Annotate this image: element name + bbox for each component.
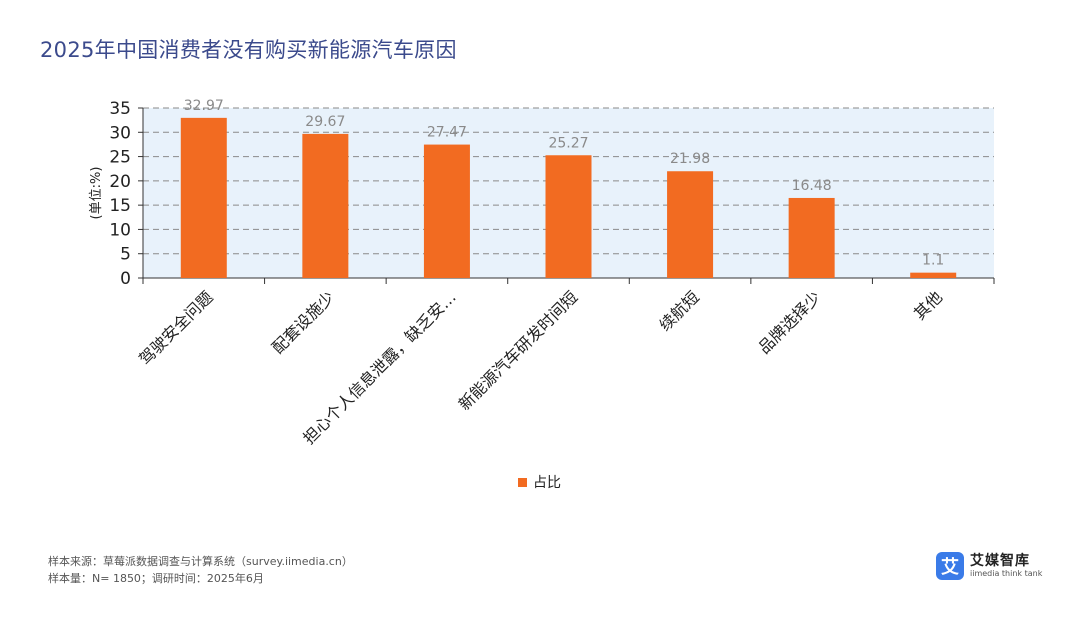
- legend-label: 占比: [533, 475, 561, 491]
- y-tick-label: 0: [120, 269, 131, 289]
- bar: [545, 155, 592, 278]
- category-label: 其他: [910, 287, 946, 323]
- y-tick-label: 30: [109, 123, 131, 143]
- y-tick-label: 15: [109, 196, 131, 216]
- brand-logo-icon: 艾: [936, 552, 964, 580]
- footer-sample: 样本量：N= 1850；调研时间：2025年6月: [48, 572, 264, 585]
- data-label: 29.67: [305, 114, 345, 130]
- footer: 样本来源：草莓派数据调查与计算系统（survey.iimedia.cn） 样本量…: [48, 553, 353, 587]
- bar: [910, 272, 957, 278]
- y-tick-label: 5: [120, 245, 131, 265]
- bar: [302, 133, 349, 278]
- category-label: 配套设施少: [268, 287, 338, 357]
- brand-subtitle: iimedia think tank: [970, 569, 1043, 578]
- brand-logo: 艾 艾媒智库 iimedia think tank: [936, 552, 1042, 580]
- footer-source: 样本来源：草莓派数据调查与计算系统（survey.iimedia.cn）: [48, 555, 353, 568]
- category-label: 品牌选择少: [754, 287, 824, 357]
- data-label: 32.97: [184, 98, 224, 114]
- data-label: 16.48: [792, 178, 832, 194]
- y-tick-label: 20: [109, 172, 131, 192]
- brand-name: 艾媒智库: [970, 553, 1030, 569]
- chart-title: 2025年中国消费者没有购买新能源汽车原因: [40, 38, 457, 62]
- y-tick-label: 35: [109, 99, 131, 119]
- category-label: 新能源汽车研发时间短: [455, 287, 582, 414]
- y-axis-label: (单位:%): [89, 167, 104, 220]
- y-tick-label: 10: [109, 220, 131, 240]
- bar: [788, 197, 835, 278]
- bar: [667, 171, 714, 278]
- bar: [423, 144, 470, 278]
- data-label: 21.98: [670, 151, 710, 167]
- bar: [180, 117, 227, 278]
- data-label: 25.27: [548, 135, 588, 151]
- category-label: 驾驶安全问题: [135, 287, 216, 368]
- legend-swatch: [518, 478, 527, 487]
- data-label: 27.47: [427, 125, 467, 141]
- bar-chart: 0 5 10 15 20 25 30 35 (单位:%) 32.97 驾驶安全问题 29.67 配套设施…: [89, 98, 995, 491]
- y-tick-label: 25: [109, 148, 131, 168]
- data-label: 1.1: [922, 253, 944, 269]
- category-label: 续航短: [656, 287, 703, 334]
